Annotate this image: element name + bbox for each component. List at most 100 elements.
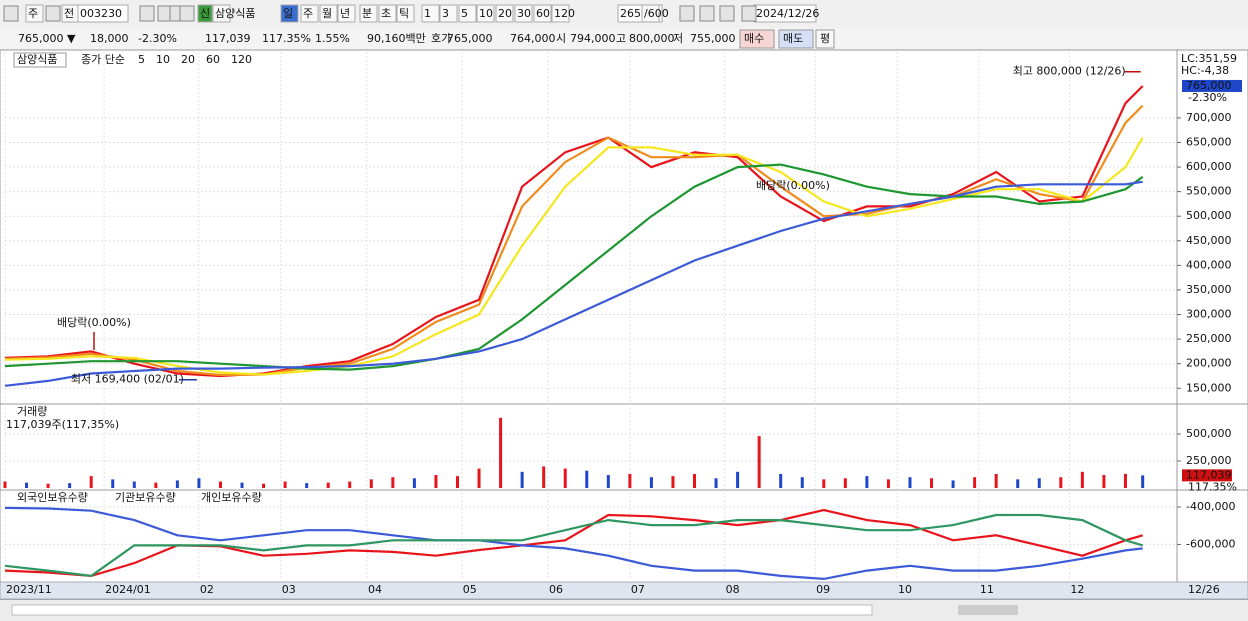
info-value: 호가 [431,32,451,45]
trade-button[interactable] [739,29,775,49]
toolbar-button[interactable] [212,4,231,23]
toolbar-label[interactable]: 년 [340,7,350,20]
toolbar-label[interactable]: 20 [498,7,512,20]
volume-bar [1102,475,1106,488]
toolbar-label[interactable]: 주 [28,7,38,20]
toolbar-button[interactable] [514,4,533,23]
toolbar-label[interactable]: 1 [424,7,431,20]
info-value: 90,160백만 [367,32,426,45]
toolbar-label[interactable]: 월 [322,7,332,20]
legend-entry: 기관보유수량 [115,491,176,504]
trade-button[interactable] [778,29,814,49]
toolbar-button[interactable] [495,4,514,23]
x-tick-label: 11 [980,583,994,596]
volume-bar [154,482,158,488]
volume-bar [542,466,546,488]
toolbar-label[interactable]: 신 [200,7,210,20]
info-value[interactable]: 평 [820,32,830,45]
dividend-label: 배당락(0.00%) [57,316,131,329]
x-tick-label: 2024/01 [105,583,151,596]
info-value: 755,000 [690,32,736,45]
y-tick-label: -400,000 [1186,500,1235,513]
toolbar-icon[interactable] [699,5,715,22]
trade-button[interactable] [815,29,835,49]
chart-frame [0,49,1248,601]
ma-line [4,513,1144,578]
info-value[interactable]: 매수 [744,32,764,45]
toolbar-button[interactable] [319,4,338,23]
toolbar-button[interactable] [378,4,397,23]
scroll-track[interactable] [11,604,873,616]
toolbar-button[interactable] [551,4,570,23]
volume-bar [800,477,804,488]
legend-entry: 외국인보유수량 [17,491,88,504]
toolbar-icon[interactable] [139,5,155,22]
toolbar-label[interactable]: 5 [461,7,468,20]
toolbar-button[interactable] [396,4,415,23]
volume-bar [520,471,524,488]
x-tick-label: 04 [368,583,382,596]
toolbar-icon[interactable] [45,5,61,22]
toolbar-label[interactable]: 일 [283,6,293,20]
volume-bar [779,473,783,488]
toolbar-button[interactable] [476,4,495,23]
toolbar-label[interactable]: /600 [644,7,669,20]
toolbar-label[interactable]: 2024/12/26 [756,7,819,20]
toolbar-label[interactable]: 30 [517,7,531,20]
volume-bar [197,478,201,488]
toolbar-label[interactable]: 틱 [399,7,409,20]
toolbar-label[interactable]: 삼양식품 [215,7,255,20]
toolbar-icon[interactable] [3,5,19,22]
toolbar-label[interactable]: 003230 [80,7,122,20]
info-value: 117,039 [205,32,251,45]
toolbar-button[interactable] [421,4,440,23]
toolbar-label[interactable]: 265 [620,7,641,20]
volume-bar [1059,477,1063,488]
volume-bar [499,417,503,488]
toolbar-button[interactable] [197,4,213,23]
toolbar-label[interactable]: 주 [303,7,313,20]
volume-bar [283,481,287,488]
y-tick-label: 650,000 [1186,135,1232,148]
info-value[interactable]: 매도 [783,32,803,45]
last-price-box [1182,79,1242,92]
toolbar-button[interactable] [641,4,660,23]
toolbar-label[interactable]: 분 [362,7,372,20]
toolbar-button[interactable] [533,4,552,23]
toolbar-button[interactable] [439,4,458,23]
toolbar-label[interactable]: 120 [554,7,575,20]
volume-bar [132,481,136,488]
x-tick-label: 02 [200,583,214,596]
scroll-thumb[interactable] [958,605,1018,615]
info-value: 시 [556,32,566,45]
low-annotation: 최저 169,400 (02/01) [71,373,184,386]
toolbar-icon[interactable] [719,5,735,22]
toolbar-label[interactable]: 전 [64,7,74,20]
y-tick-label: 550,000 [1186,185,1232,198]
volume-bar [262,483,266,488]
toolbar-button[interactable] [458,4,477,23]
info-value: 저 [673,32,683,45]
toolbar-button[interactable] [280,4,299,23]
high-annotation: 최고 800,000 (12/26) [1013,65,1126,78]
toolbar-icon[interactable] [179,5,195,22]
toolbar-button[interactable] [337,4,356,23]
volume-bar [305,483,309,488]
legend-entry: 5 [138,53,145,66]
volume-bar [348,481,352,488]
volume-bar [326,482,330,488]
toolbar-button[interactable] [25,4,44,23]
toolbar-icon[interactable] [741,5,757,22]
toolbar-button[interactable] [300,4,319,23]
panel-title: 거래량 [17,405,47,418]
toolbar-label[interactable]: 초 [381,7,391,20]
toolbar-icon[interactable] [679,5,695,22]
toolbar-label[interactable]: 10 [479,7,493,20]
toolbar-label[interactable]: 60 [536,7,550,20]
toolbar-button[interactable] [359,4,378,23]
volume-bar [606,475,610,488]
volume-bar [111,479,115,488]
volume-bar [1141,475,1145,488]
toolbar-label[interactable]: 3 [442,7,449,20]
toolbar-button[interactable] [77,4,129,23]
